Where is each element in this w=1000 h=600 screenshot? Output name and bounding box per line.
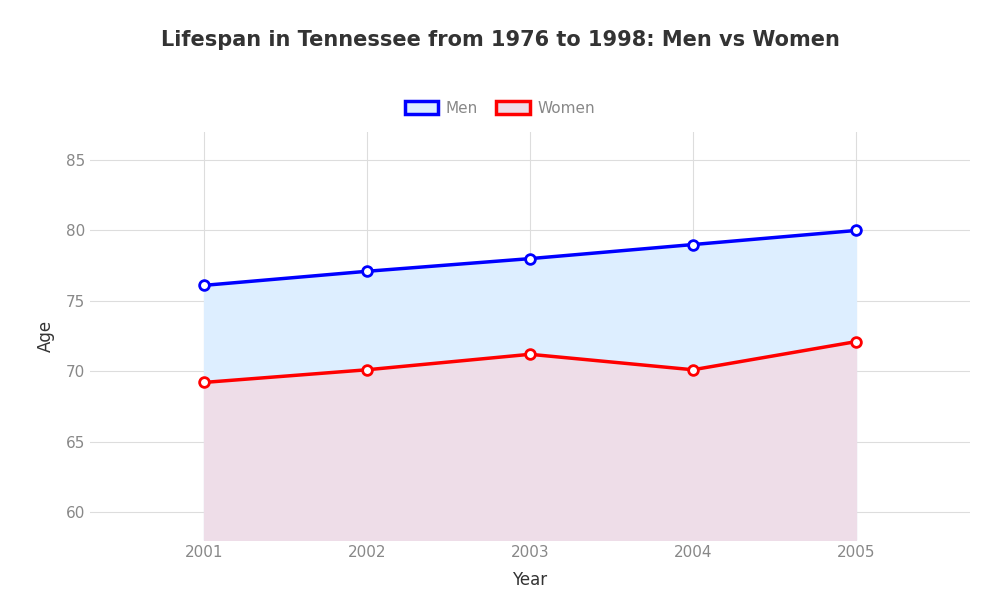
X-axis label: Year: Year — [512, 571, 548, 589]
Text: Lifespan in Tennessee from 1976 to 1998: Men vs Women: Lifespan in Tennessee from 1976 to 1998:… — [161, 30, 839, 50]
Y-axis label: Age: Age — [37, 320, 55, 352]
Legend: Men, Women: Men, Women — [399, 95, 601, 122]
